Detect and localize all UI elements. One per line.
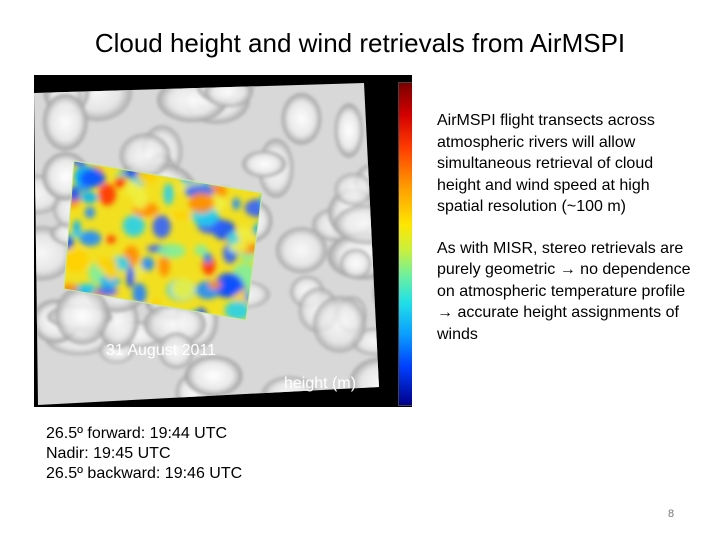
forward-view-time: 26.5º forward: 19:44 UTC: [46, 425, 228, 442]
paragraph-2-text: no dependence on atmospheric temperature…: [437, 261, 691, 300]
backward-view-time: 26.5º backward: 19:46 UTC: [46, 465, 243, 482]
figure-date-label: 31 August 2011: [106, 342, 217, 359]
view-angle-times: 26.5º forward: 19:44 UTC Nadir: 19:45 UT…: [46, 424, 242, 484]
cloud-height-map-figure: 700 650 600 550 500 450 31 August 2011 h…: [34, 75, 412, 407]
cloud-height-map-image: [34, 83, 379, 405]
colorbar-title: height (m): [284, 375, 357, 392]
arrow-icon: →: [437, 304, 453, 321]
description-paragraph-2: As with MISR, stereo retrievals are pure…: [437, 238, 697, 346]
paragraph-2-text: As with MISR, stereo retrievals are pure…: [437, 239, 684, 279]
arrow-icon: →: [559, 261, 576, 278]
nadir-view-time: Nadir: 19:45 UTC: [46, 445, 171, 462]
description-text: AirMSPI flight transects across atmosphe…: [437, 110, 697, 365]
paragraph-2-text: accurate height assignments of winds: [437, 304, 679, 343]
description-paragraph-1: AirMSPI flight transects across atmosphe…: [437, 112, 655, 215]
slide-title: Cloud height and wind retrievals from Ai…: [94, 28, 626, 58]
height-colorbar: [398, 82, 412, 406]
page-number: 8: [668, 508, 675, 520]
